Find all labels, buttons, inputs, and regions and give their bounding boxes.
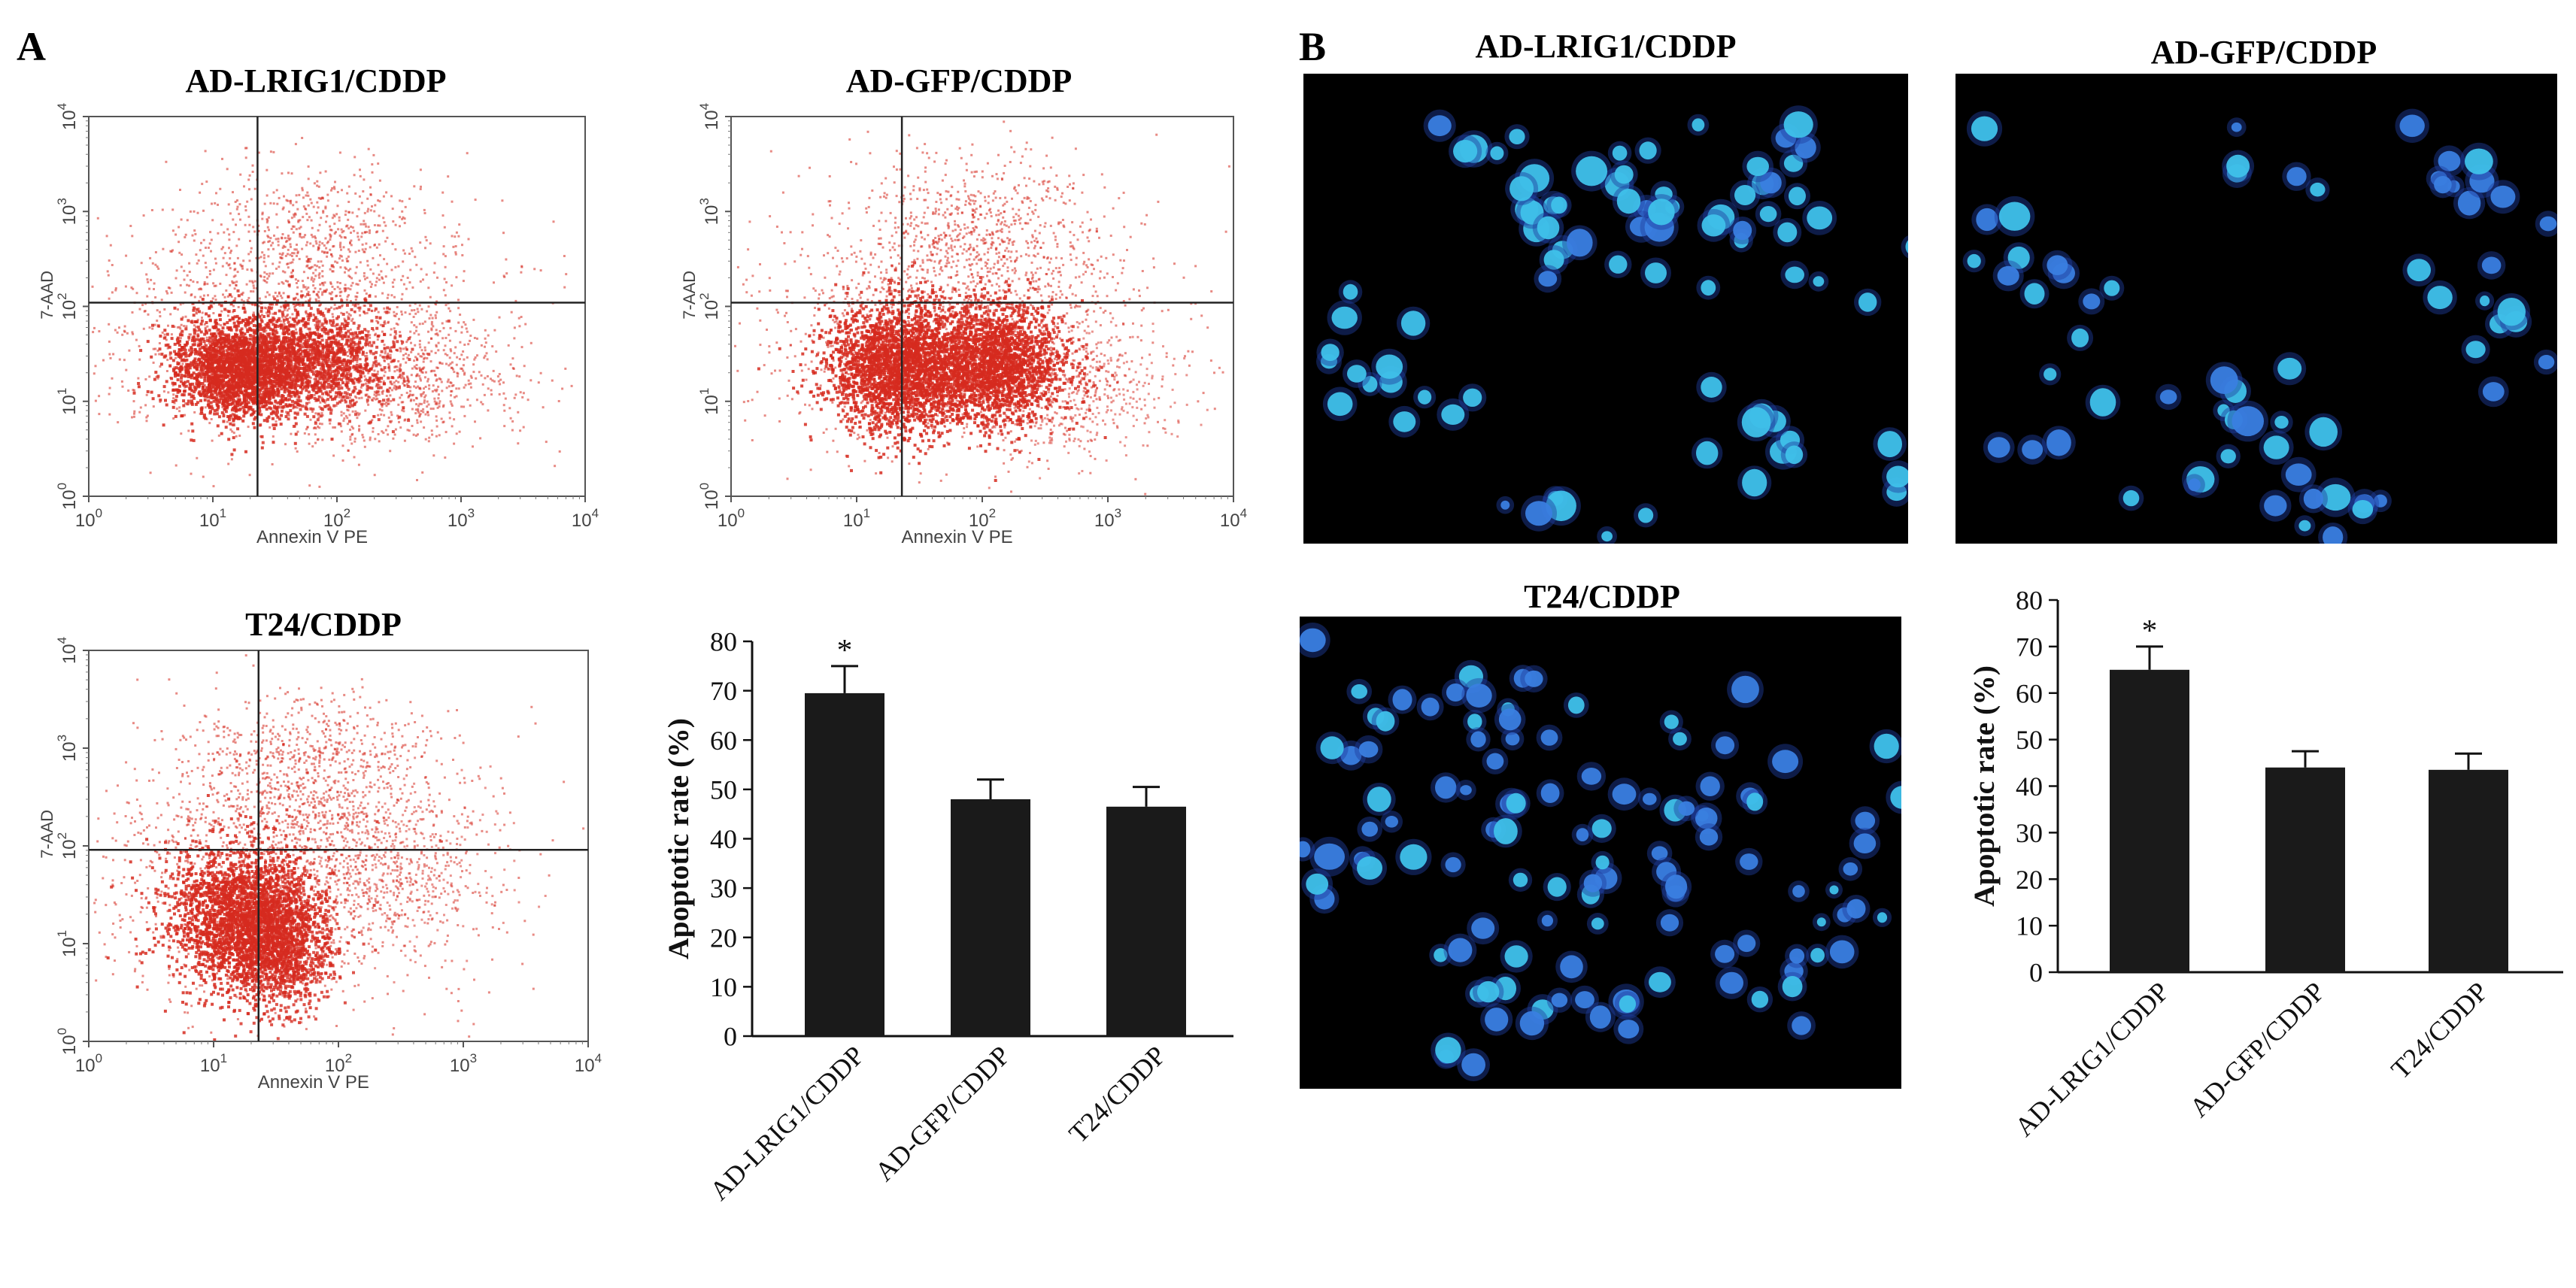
- category-label: AD-GFP/CDDP: [2183, 976, 2330, 1123]
- y-tick-label: 50: [710, 774, 737, 805]
- x-tick-label: 103: [450, 1051, 477, 1076]
- bar: [1106, 806, 1186, 1036]
- nuclei: [1962, 108, 2557, 544]
- bar: [2110, 669, 2189, 972]
- y-tick-label: 10: [710, 972, 737, 1002]
- y-axis-label: Apoptotic rate (%): [1968, 665, 2001, 907]
- x-tick-label: 104: [575, 1051, 602, 1076]
- micrograph-ad-lrig1: [1303, 74, 1908, 544]
- y-tick-label: 10: [2016, 911, 2043, 941]
- significance-marker: *: [837, 632, 853, 667]
- y-tick-label: 70: [2016, 632, 2043, 662]
- flow-title-t24: T24/CDDP: [245, 606, 402, 643]
- y-axis-label: Apoptotic rate (%): [662, 718, 695, 959]
- micrograph-background: [1956, 74, 2557, 544]
- y-axis-label: 7-AAD: [38, 271, 56, 320]
- x-tick-label: 103: [1094, 506, 1121, 531]
- category-label: T24/CDDP: [1063, 1040, 1171, 1148]
- y-tick-label: 102: [55, 292, 80, 320]
- category-label: AD-LRIG1/CDDP: [704, 1040, 870, 1206]
- y-tick-label: 100: [55, 483, 80, 510]
- panel-label-a: A: [17, 24, 46, 69]
- y-tick-label: 102: [55, 832, 80, 859]
- flow-title-ad-gfp: AD-GFP/CDDP: [846, 62, 1073, 99]
- bar-chart-a: 0 10 20 30 40 50 60 70 80 Apoptotic rate (%) * AD-L…: [662, 627, 1233, 1206]
- y-tick-label: 100: [55, 1028, 80, 1055]
- bar: [805, 692, 884, 1036]
- y-tick-label: 103: [697, 198, 722, 225]
- micro-title-ad-gfp: AD-GFP/CDDP: [2151, 34, 2377, 71]
- micrograph-t24: [1300, 617, 1901, 1089]
- y-tick-label: 60: [2016, 678, 2043, 708]
- y-tick-label: 40: [710, 824, 737, 854]
- nuclei: [1316, 105, 1908, 544]
- y-tick-label: 20: [710, 923, 737, 953]
- micrograph-ad-gfp: [1956, 74, 2557, 544]
- plot-frame: [730, 116, 1234, 497]
- category-label: AD-LRIG1/CDDP: [2009, 976, 2175, 1142]
- y-tick-label: 104: [55, 637, 80, 664]
- scatter-dots: [93, 654, 585, 1041]
- category-label: AD-GFP/CDDP: [869, 1040, 1015, 1186]
- y-tick-label: 50: [2016, 725, 2043, 755]
- y-axis-label: 7-AAD: [38, 810, 56, 859]
- bar: [2265, 767, 2345, 972]
- y-tick-label: 101: [697, 388, 722, 415]
- micro-title-t24: T24/CDDP: [1524, 578, 1680, 615]
- micro-title-ad-lrig1: AD-LRIG1/CDDP: [1475, 28, 1736, 65]
- y-axis-label: 7-AAD: [680, 271, 699, 320]
- y-tick-label: 100: [697, 483, 722, 510]
- x-axis-label: Annexin V PE: [902, 527, 1013, 547]
- y-tick-label: 40: [2016, 771, 2043, 802]
- x-axis-label: Annexin V PE: [256, 527, 368, 547]
- flow-title-ad-lrig1: AD-LRIG1/CDDP: [185, 62, 446, 99]
- panel-label-b: B: [1299, 24, 1326, 69]
- plot-frame: [88, 650, 589, 1042]
- scatter-dots: [734, 120, 1230, 496]
- x-tick-label: 101: [199, 506, 226, 531]
- x-tick-label: 104: [1220, 506, 1247, 531]
- y-tick-label: 102: [697, 292, 722, 320]
- x-tick-label: 101: [200, 1051, 227, 1076]
- x-axis-label: Annexin V PE: [258, 1072, 369, 1093]
- y-tick-label: 30: [2016, 818, 2043, 848]
- plot-frame: [88, 116, 586, 497]
- x-tick-label: 104: [572, 506, 599, 531]
- y-tick-label: 80: [710, 627, 737, 657]
- y-tick-label: 101: [55, 930, 80, 957]
- significance-marker: *: [2142, 613, 2158, 647]
- bar-chart-b: 0 10 20 30 40 50 60 70 80 Apoptotic rate (%) * AD-L…: [1968, 586, 2563, 1142]
- y-tick-label: 103: [55, 735, 80, 762]
- bar: [951, 799, 1030, 1036]
- y-tick-label: 104: [697, 103, 722, 130]
- y-tick-label: 30: [710, 874, 737, 904]
- y-tick-label: 0: [724, 1022, 737, 1052]
- x-tick-label: 103: [448, 506, 475, 531]
- y-tick-label: 60: [710, 726, 737, 756]
- y-tick-label: 104: [55, 103, 80, 130]
- nuclei: [1300, 623, 1901, 1081]
- y-tick-label: 70: [710, 676, 737, 706]
- x-tick-label: 102: [969, 506, 996, 531]
- y-tick-label: 103: [55, 198, 80, 225]
- category-label: T24/CDDP: [2385, 976, 2493, 1084]
- y-tick-label: 0: [2029, 958, 2043, 988]
- y-tick-label: 20: [2016, 865, 2043, 895]
- x-tick-label: 101: [843, 506, 870, 531]
- bar: [2429, 769, 2508, 972]
- scatter-dots: [91, 137, 573, 488]
- y-tick-label: 80: [2016, 586, 2043, 616]
- y-tick-label: 101: [55, 388, 80, 415]
